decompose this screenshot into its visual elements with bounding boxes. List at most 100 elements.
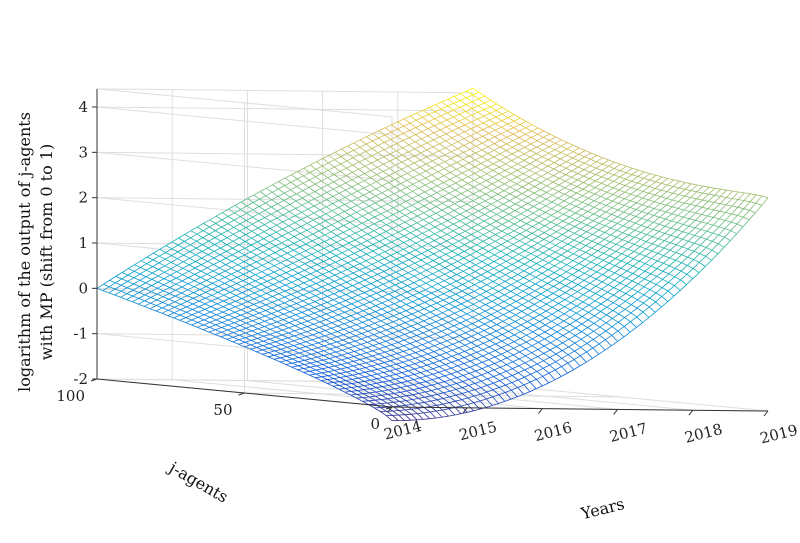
- surface-mesh-line: [357, 194, 364, 199]
- surface-mesh-line: [334, 268, 342, 273]
- surface-mesh-line: [459, 332, 466, 336]
- surface-mesh-line: [427, 351, 435, 355]
- surface-mesh-line: [477, 220, 485, 225]
- surface-mesh-line: [388, 293, 395, 298]
- surface-mesh-line: [174, 306, 181, 311]
- surface-mesh-line: [292, 253, 300, 258]
- surface-mesh-line: [436, 302, 443, 307]
- surface-mesh-line: [614, 265, 622, 269]
- surface-mesh-line: [441, 101, 448, 107]
- surface-mesh-line: [196, 240, 203, 245]
- surface-mesh-line: [276, 217, 284, 223]
- surface-mesh-line: [679, 187, 686, 190]
- surface-mesh-line: [367, 230, 375, 235]
- grid-line: [96, 378, 474, 384]
- surface-mesh-line: [497, 200, 504, 205]
- surface-mesh-line: [442, 196, 449, 201]
- surface-mesh-line: [295, 319, 302, 324]
- surface-mesh-line: [420, 145, 428, 151]
- surface-mesh-line: [593, 202, 601, 208]
- surface-mesh-line: [251, 234, 258, 239]
- surface-mesh-line: [581, 204, 589, 210]
- surface-mesh-line: [684, 197, 691, 204]
- surface-mesh-line: [539, 303, 547, 309]
- surface-mesh-line: [332, 305, 340, 310]
- surface-mesh-line: [487, 271, 494, 276]
- surface-mesh-line: [529, 269, 537, 275]
- surface-mesh-line: [313, 219, 320, 225]
- surface-mesh-line: [496, 220, 503, 225]
- surface-mesh-line: [412, 183, 420, 189]
- surface-mesh-line: [393, 309, 400, 314]
- surface-mesh-line: [367, 226, 375, 232]
- surface-mesh-line: [338, 196, 346, 201]
- surface-mesh-line: [467, 189, 474, 195]
- surface-mesh-line: [271, 313, 278, 317]
- surface-mesh-line: [250, 348, 257, 353]
- surface-mesh-line: [261, 271, 268, 276]
- surface-mesh-line: [677, 208, 685, 211]
- surface-mesh-line: [445, 137, 453, 142]
- surface-mesh-line: [516, 186, 523, 191]
- surface-mesh-line: [485, 310, 492, 315]
- surface-mesh-line: [301, 215, 308, 220]
- surface-mesh-line: [350, 312, 358, 317]
- surface-mesh-line: [463, 261, 470, 266]
- surface-mesh-line: [201, 264, 208, 269]
- surface-mesh-line: [578, 258, 586, 264]
- surface-mesh-line: [281, 242, 288, 247]
- surface-mesh-line: [340, 156, 348, 162]
- surface-mesh-line: [204, 303, 212, 307]
- surface-mesh-line: [409, 119, 417, 124]
- surface-mesh-line: [602, 269, 609, 275]
- surface-mesh-line: [427, 357, 434, 360]
- surface-mesh-line: [252, 216, 259, 222]
- surface-mesh-line: [505, 153, 513, 158]
- surface-mesh-line: [373, 227, 381, 232]
- surface-mesh-line: [210, 303, 218, 307]
- surface-mesh-line: [223, 294, 230, 299]
- surface-mesh-line: [457, 267, 464, 272]
- surface-mesh-line: [315, 368, 323, 371]
- surface-mesh-line: [533, 317, 540, 322]
- surface-mesh-line: [528, 176, 536, 181]
- surface-mesh-line: [689, 198, 697, 205]
- surface-mesh-line: [526, 223, 533, 227]
- surface-mesh-line: [562, 223, 570, 229]
- surface-mesh-line: [421, 135, 428, 140]
- surface-mesh-line: [474, 277, 481, 282]
- surface-mesh-line: [339, 288, 347, 292]
- surface-mesh-line: [588, 191, 595, 195]
- surface-mesh-line: [408, 265, 415, 271]
- surface-mesh-line: [550, 228, 557, 233]
- surface-mesh-line: [209, 324, 216, 328]
- surface-mesh-line: [245, 332, 252, 337]
- surface-mesh-line: [513, 120, 520, 125]
- surface-mesh-line: [304, 362, 311, 365]
- surface-mesh-line: [436, 189, 444, 193]
- surface-mesh-line: [339, 302, 346, 307]
- surface-mesh-line: [396, 258, 403, 263]
- surface-mesh-line: [483, 106, 491, 110]
- surface-mesh-line: [515, 199, 522, 205]
- surface-mesh-line: [262, 251, 270, 257]
- surface-mesh-line: [580, 224, 588, 230]
- surface-mesh-line: [370, 181, 377, 186]
- surface-mesh-line: [566, 271, 573, 275]
- surface-mesh-line: [418, 184, 426, 189]
- surface-mesh-line: [583, 287, 590, 291]
- surface-mesh-line: [477, 109, 485, 113]
- surface-mesh-line: [444, 264, 452, 268]
- surface-mesh-line: [483, 227, 490, 232]
- surface-mesh-line: [399, 310, 407, 314]
- surface-mesh-line: [309, 366, 317, 371]
- surface-mesh-line: [488, 139, 495, 144]
- surface-mesh-line: [452, 244, 459, 249]
- surface-mesh-line: [631, 187, 638, 190]
- surface-mesh-line: [208, 244, 215, 249]
- surface-mesh-line: [444, 158, 452, 163]
- surface-mesh-line: [666, 191, 674, 194]
- surface-mesh-line: [504, 173, 512, 178]
- surface-mesh-line: [520, 117, 527, 122]
- surface-mesh-line: [527, 304, 535, 309]
